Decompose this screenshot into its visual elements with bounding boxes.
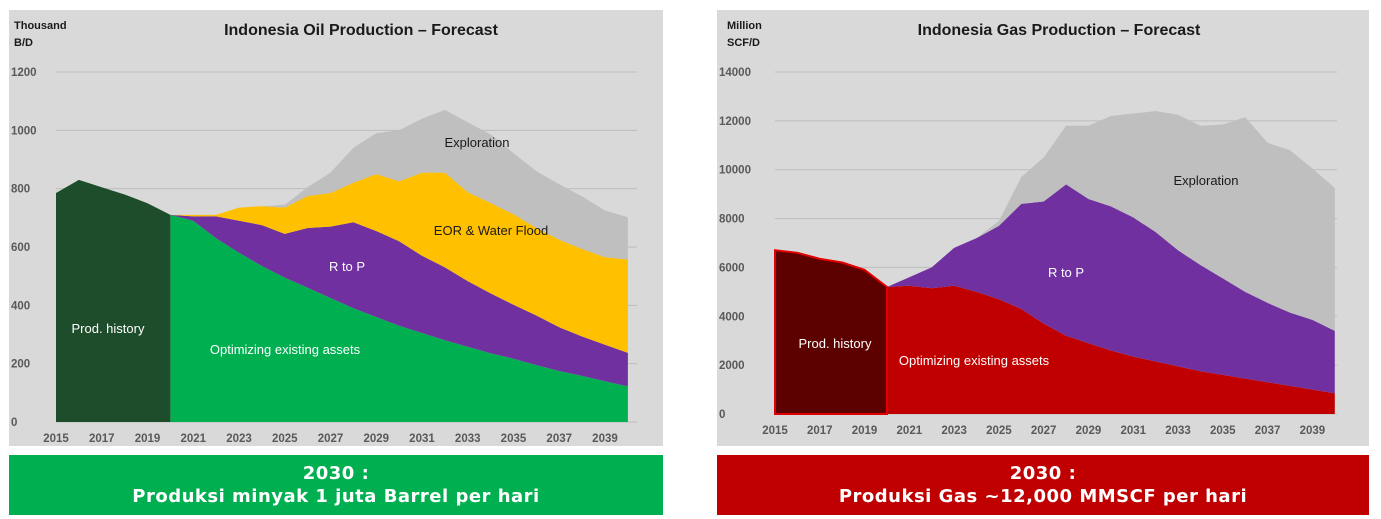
gas-y-tick-label: 14000 [719,67,751,79]
gas-x-tick-label: 2031 [1120,425,1146,437]
oil-x-tick-label: 2027 [318,433,344,445]
gas-x-tick-label: 2017 [807,425,833,437]
oil-x-tick-label: 2017 [89,433,115,445]
gas-y-tick-label: 8000 [719,214,745,226]
gas-target-banner: 2030 : Produksi Gas ~12,000 MMSCF per ha… [717,455,1369,515]
oil-x-tick-label: 2021 [180,433,206,445]
oil-series-existing-area [170,214,628,422]
oil-series-prod-history-area [56,179,171,422]
gas-chart-panel: Indonesia Gas Production – Forecast Mill… [717,10,1369,446]
gas-y-tick-label: 6000 [719,262,745,274]
oil-chart-title: Indonesia Oil Production – Forecast [224,22,499,39]
oil-series-exploration-area [170,109,628,260]
oil-x-tick-label: 2025 [272,433,298,445]
gas-banner-text: Produksi Gas ~12,000 MMSCF per hari [838,486,1248,507]
oil-x-tick-label: 2037 [546,433,572,445]
gas-banner-year: 2030 : [1009,463,1077,484]
oil-unit-line1: Thousand [14,20,67,32]
oil-label-prod-history: Prod. history [72,321,145,336]
gas-x-tick-label: 2039 [1300,425,1326,437]
gas-chart-title: Indonesia Gas Production – Forecast [918,22,1201,39]
gas-x-tick-label: 2025 [986,425,1012,437]
oil-label-exploration: Exploration [444,135,509,150]
gas-label-prod-history: Prod. history [799,336,872,351]
gas-x-tick-label: 2019 [852,425,878,437]
oil-label-rtop: R to P [329,259,365,274]
gas-series-exploration-area [887,111,1335,331]
gas-y-tick-label: 2000 [719,360,745,372]
gas-x-tick-label: 2029 [1076,425,1102,437]
oil-banner-text: Produksi minyak 1 juta Barrel per hari [132,486,540,507]
gas-production-chart: Indonesia Gas Production – Forecast Mill… [719,20,1337,437]
gas-series-rtop-area [887,184,1335,394]
gas-x-tick-label: 2027 [1031,425,1057,437]
oil-y-tick-label: 1000 [11,125,37,137]
gas-x-tick-label: 2023 [941,425,967,437]
gas-label-exploration: Exploration [1173,173,1238,188]
oil-banner-year: 2030 : [302,463,370,484]
oil-y-tick-label: 200 [11,359,30,371]
gas-x-tick-label: 2015 [762,425,788,437]
oil-series-rtop-area [170,214,628,387]
gas-y-tick-label: 12000 [719,116,751,128]
oil-production-chart: Indonesia Oil Production – Forecast Thou… [11,20,637,445]
oil-x-tick-label: 2019 [135,433,161,445]
gas-label-rtop: R to P [1048,265,1084,280]
gas-y-tick-label: 4000 [719,311,745,323]
gas-series-existing-area [887,285,1335,414]
oil-y-tick-label: 0 [11,417,17,429]
oil-x-tick-label: 2029 [363,433,389,445]
gas-y-tick-label: 10000 [719,165,751,177]
gas-label-existing: Optimizing existing assets [899,353,1050,368]
oil-x-tick-label: 2039 [592,433,618,445]
oil-chart-panel: Indonesia Oil Production – Forecast Thou… [9,10,663,446]
oil-unit-line2: B/D [14,37,33,49]
oil-y-tick-label: 600 [11,242,30,254]
gas-x-tick-label: 2035 [1210,425,1236,437]
oil-series-eor-area [170,172,628,353]
oil-target-banner: 2030 : Produksi minyak 1 juta Barrel per… [9,455,663,515]
oil-x-tick-label: 2031 [409,433,435,445]
oil-y-tick-label: 800 [11,184,30,196]
oil-x-tick-label: 2035 [501,433,527,445]
gas-x-tick-label: 2033 [1165,425,1191,437]
oil-label-existing: Optimizing existing assets [210,342,361,357]
oil-x-tick-label: 2015 [43,433,69,445]
oil-y-tick-label: 1200 [11,67,37,79]
oil-label-eor: EOR & Water Flood [434,223,548,238]
oil-y-tick-label: 400 [11,300,30,312]
oil-x-tick-label: 2023 [226,433,252,445]
gas-x-tick-label: 2021 [897,425,923,437]
gas-unit-line2: SCF/D [727,37,760,49]
gas-unit-line1: Million [727,20,762,32]
gas-y-tick-label: 0 [719,409,725,421]
oil-x-tick-label: 2033 [455,433,481,445]
gas-x-tick-label: 2037 [1255,425,1281,437]
gas-series-prod-history-area [774,249,888,415]
